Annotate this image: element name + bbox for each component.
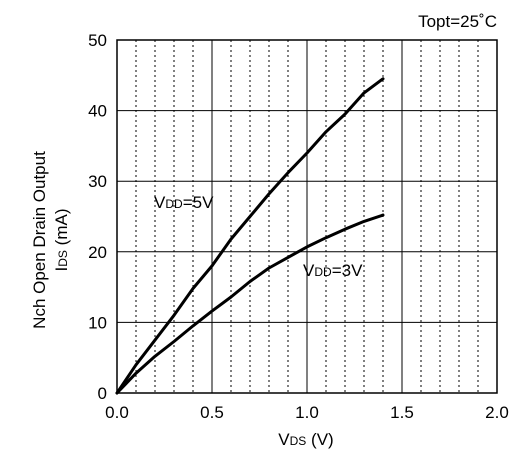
y-tick-label: 0 [98,384,107,403]
y-axis-label-rest: (mA) [52,209,71,251]
x-tick-labels: 0.0 0.5 1.0 1.5 2.0 [105,403,509,422]
y-tick-label: 20 [88,243,107,262]
series-layer [115,77,385,395]
temperature-annotation: Topt=25˚C [418,12,497,31]
x-axis-label: VDS (V) [278,430,333,449]
x-tick-label: 2.0 [485,403,509,422]
y-tick-label: 40 [88,102,107,121]
y-tick-label: 50 [88,31,107,50]
series-label-vdd-5v-sub: DD [165,197,183,211]
y-tick-label: 10 [88,313,107,332]
y-axis-label-main: I [52,267,71,272]
x-tick-label: 1.0 [295,403,319,422]
y-tick-label: 30 [88,172,107,191]
x-tick-label: 1.5 [390,403,414,422]
x-axis-label-sub: DS [290,434,307,448]
series-label-vdd-3v-main: V [303,261,315,280]
series-line-vdd-3v [115,213,385,395]
x-tick-label: 0.5 [200,403,224,422]
x-axis-label-rest: (V) [306,430,333,449]
series-line-vdd-5v [115,77,385,395]
series-label-vdd-3v-sub: DD [314,265,332,279]
y-tick-labels: 0 10 20 30 40 50 [88,31,107,403]
y-axis-label-line2: IDS (mA) [52,209,71,272]
plot-frame [116,39,498,394]
series-label-vdd-5v: VDD=5V [154,193,214,212]
x-tick-label: 0.0 [105,403,129,422]
series-label-vdd-5v-rest: =5V [183,193,214,212]
series-label-vdd-3v: VDD=3V [303,261,363,280]
y-axis-label-line1: Nch Open Drain Output [30,151,49,329]
series-label-vdd-3v-rest: =3V [332,261,363,280]
series-label-vdd-5v-main: V [154,193,166,212]
major-grid [117,40,497,393]
x-axis-label-main: V [278,430,290,449]
y-axis-label-sub: DS [56,250,70,267]
